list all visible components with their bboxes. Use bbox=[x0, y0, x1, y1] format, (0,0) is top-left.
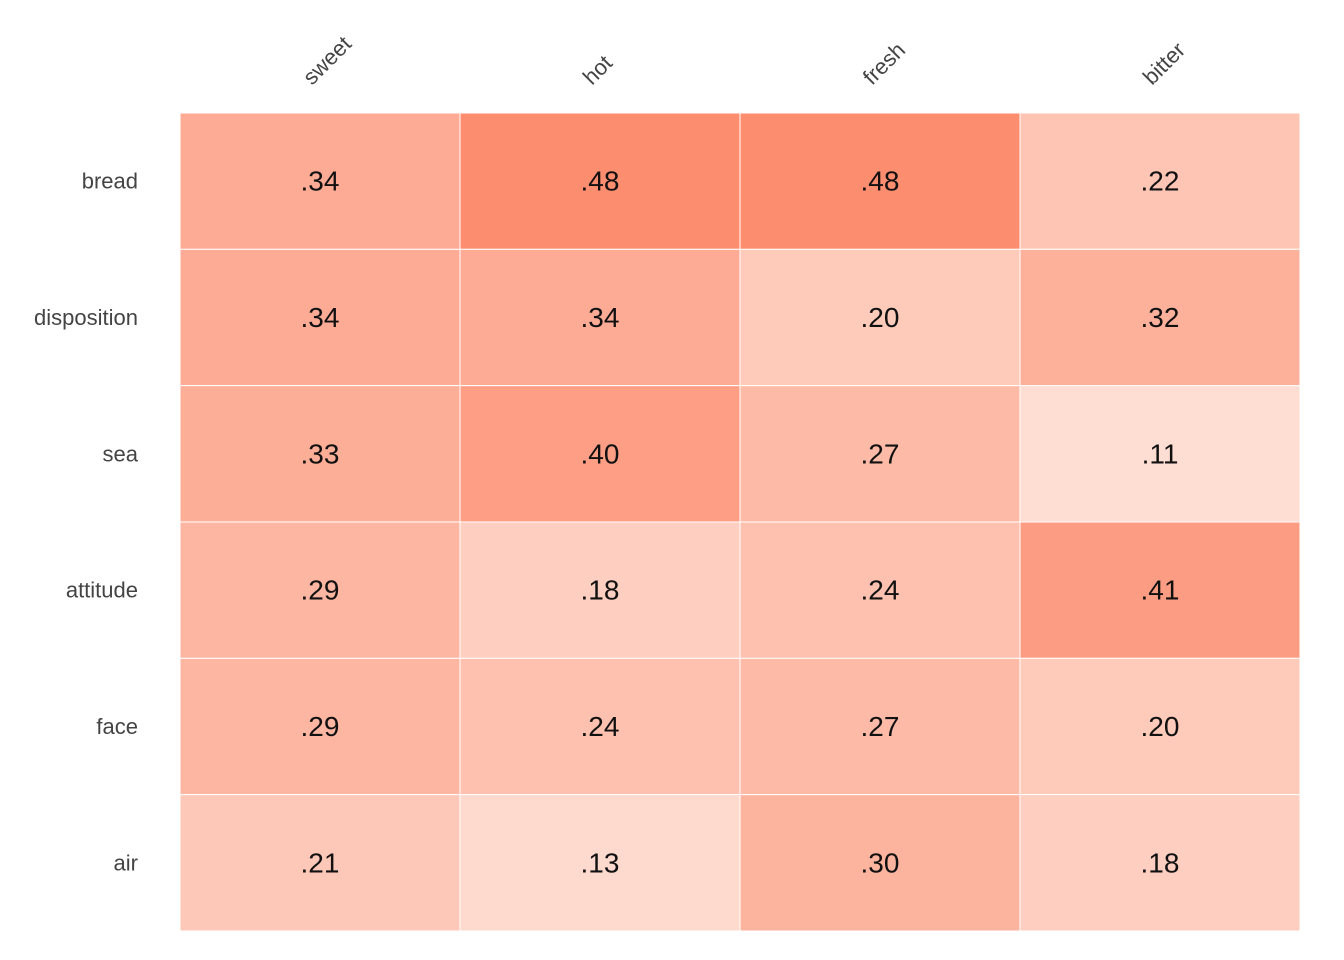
cell-value-sea-bitter: .11 bbox=[1142, 438, 1179, 469]
cell-value-sea-fresh: .27 bbox=[861, 438, 900, 469]
cell-value-attitude-hot: .18 bbox=[581, 575, 620, 606]
heatmap-cell-face-hot bbox=[459, 657, 741, 796]
heatmap-cell-bread-sweet bbox=[179, 112, 461, 250]
cell-value-sea-sweet: .33 bbox=[301, 438, 340, 469]
cell-value-air-bitter: .18 bbox=[1141, 847, 1180, 878]
heatmap-cell-face-bitter bbox=[1019, 657, 1301, 796]
cell-value-air-sweet: .21 bbox=[301, 847, 340, 878]
column-label-hot: hot bbox=[578, 50, 617, 89]
row-label-face: face bbox=[96, 714, 138, 739]
cell-value-attitude-fresh: .24 bbox=[861, 575, 900, 606]
cell-value-disposition-fresh: .20 bbox=[861, 302, 900, 333]
heatmap-cell-attitude-sweet bbox=[179, 521, 461, 659]
heatmap-cell-face-fresh bbox=[739, 657, 1021, 796]
heatmap-cell-disposition-sweet bbox=[179, 248, 461, 387]
heatmap-cell-attitude-fresh bbox=[739, 521, 1021, 659]
heatmap-cell-bread-bitter bbox=[1019, 112, 1301, 250]
column-label-bitter: bitter bbox=[1138, 37, 1190, 89]
row-label-air: air bbox=[114, 850, 138, 875]
heatmap-cell-air-sweet bbox=[179, 794, 461, 932]
row-labels: bread disposition sea attitude face air bbox=[34, 169, 139, 876]
cell-value-sea-hot: .40 bbox=[581, 438, 620, 469]
heatmap-cell-air-hot bbox=[459, 794, 741, 932]
cell-value-disposition-bitter: .32 bbox=[1141, 302, 1180, 333]
cell-value-face-bitter: .20 bbox=[1141, 711, 1180, 742]
heatmap-cell-sea-hot bbox=[459, 385, 741, 523]
row-label-disposition: disposition bbox=[34, 305, 138, 330]
cell-value-face-fresh: .27 bbox=[861, 711, 900, 742]
column-labels: sweet hot fresh bitter bbox=[298, 31, 1190, 89]
cell-value-bread-fresh: .48 bbox=[861, 166, 900, 197]
cell-value-disposition-hot: .34 bbox=[581, 302, 620, 333]
cell-value-face-hot: .24 bbox=[581, 711, 620, 742]
heatmap-cell-attitude-hot bbox=[459, 521, 741, 659]
cell-value-bread-hot: .48 bbox=[581, 166, 620, 197]
heatmap-cell-disposition-fresh bbox=[739, 248, 1021, 387]
cell-value-disposition-sweet: .34 bbox=[301, 302, 340, 333]
row-label-attitude: attitude bbox=[66, 578, 138, 603]
cell-value-air-fresh: .30 bbox=[861, 847, 900, 878]
heatmap-cell-sea-bitter bbox=[1019, 385, 1301, 523]
heatmap-cell-bread-hot bbox=[459, 112, 741, 250]
column-label-fresh: fresh bbox=[858, 37, 910, 89]
row-label-sea: sea bbox=[103, 441, 139, 466]
cell-value-bread-bitter: .22 bbox=[1141, 166, 1180, 197]
heatmap-cell-disposition-hot bbox=[459, 248, 741, 387]
row-label-bread: bread bbox=[82, 169, 138, 194]
heatmap-cells: .34 .48 .48 .22 .34 .34 .20 .32 .33 .40 .27 .11 .29.… bbox=[179, 112, 1301, 932]
cell-value-air-hot: .13 bbox=[581, 847, 620, 878]
column-label-sweet: sweet bbox=[298, 31, 356, 89]
cell-value-bread-sweet: .34 bbox=[301, 166, 340, 197]
cell-value-attitude-sweet: .29 bbox=[301, 575, 340, 606]
cell-value-attitude-bitter: .41 bbox=[1141, 575, 1180, 606]
heatmap-cell-air-fresh bbox=[739, 794, 1021, 932]
heatmap-cell-face-sweet bbox=[179, 657, 461, 796]
heatmap-cell-air-bitter bbox=[1019, 794, 1301, 932]
heatmap-cell-disposition-bitter bbox=[1019, 248, 1301, 387]
heatmap-cell-attitude-bitter bbox=[1019, 521, 1301, 659]
heatmap-cell-bread-fresh bbox=[739, 112, 1021, 250]
cell-value-face-sweet: .29 bbox=[301, 711, 340, 742]
